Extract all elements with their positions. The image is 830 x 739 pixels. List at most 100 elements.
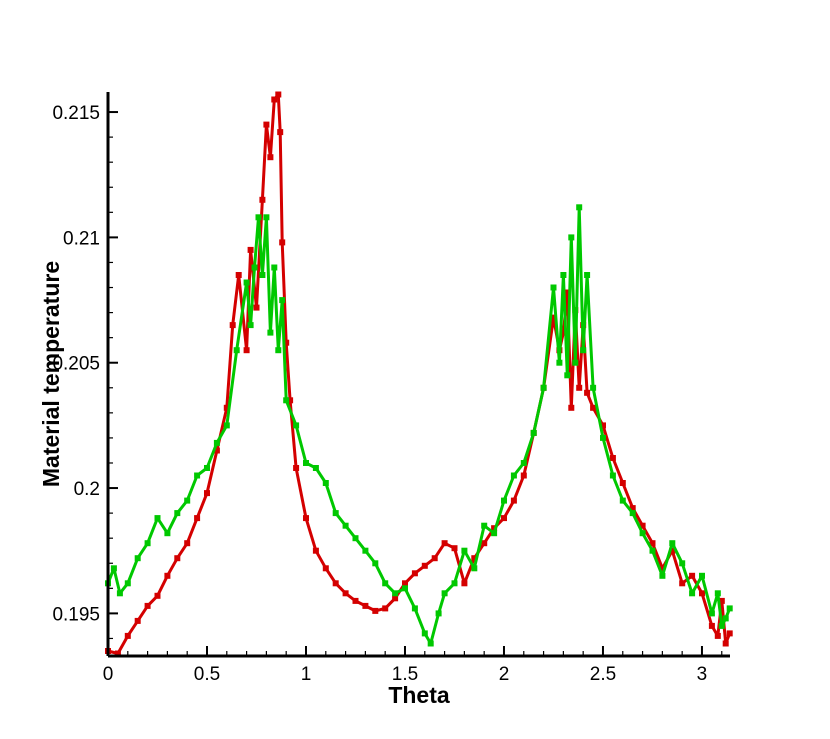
series-1-point <box>362 602 369 609</box>
series-1-point <box>279 239 286 246</box>
series-2-point <box>267 329 274 336</box>
series-1-point <box>275 91 282 98</box>
series-1-point <box>194 515 201 522</box>
series-1-point <box>229 322 236 329</box>
series-1-point <box>392 595 399 602</box>
series-2-point <box>116 590 123 597</box>
series-1-point <box>501 515 507 522</box>
series-2-point <box>279 297 286 304</box>
series-1-point <box>471 555 478 562</box>
series-2-point <box>382 580 389 587</box>
series-1-point <box>451 545 458 552</box>
series-1-point <box>342 590 349 597</box>
series-2-point <box>576 204 583 211</box>
series-1-point <box>689 572 696 579</box>
series-2-point <box>421 630 428 637</box>
y-tick-label: 0.21 <box>63 228 100 249</box>
series-1-point <box>253 304 260 311</box>
series-2-point <box>669 540 676 547</box>
series-1-point <box>619 480 626 486</box>
series-2-point <box>223 422 230 429</box>
series-1-point <box>441 540 448 547</box>
series-1-point <box>609 455 616 461</box>
series-1-point <box>421 562 428 569</box>
series-2-point <box>134 555 141 562</box>
series-1-point <box>560 329 567 336</box>
series-1-point <box>267 154 274 161</box>
series-1-point <box>277 129 284 136</box>
series-1-point <box>124 632 131 639</box>
series-1-point <box>629 505 636 512</box>
series-2-point <box>243 279 250 286</box>
series-1-point <box>679 580 686 587</box>
series-1-point <box>726 630 733 637</box>
x-tick-label: 1.5 <box>392 664 418 685</box>
series-1-point <box>714 632 721 639</box>
series-2-point <box>263 214 270 221</box>
series-1-point <box>481 540 488 547</box>
series-layer <box>105 91 733 657</box>
series-2-point <box>609 472 616 479</box>
series-1-point <box>564 289 571 296</box>
series-1-point <box>134 617 141 624</box>
series-2-point <box>556 359 563 366</box>
series-2-point <box>204 465 210 471</box>
series-2-point <box>568 234 575 241</box>
series-2-point <box>540 384 547 391</box>
series-2-point <box>352 535 359 542</box>
series-2-point <box>708 610 715 617</box>
series-1-point <box>590 404 597 411</box>
x-tick-label: 0.5 <box>194 664 220 685</box>
series-1-point <box>293 465 300 471</box>
series-2-point <box>550 284 557 291</box>
series-2-point <box>572 359 579 366</box>
ticks-layer: 0 0.5 1 1.5 2 2.5 3 0.195 0.2 0.205 0.21 0.215 <box>52 103 723 685</box>
series-2-point <box>726 605 733 612</box>
y-tick-label: 0.195 <box>52 604 100 625</box>
series-2-point <box>722 615 729 622</box>
series-2-point <box>590 384 597 391</box>
series-1-point <box>312 547 319 554</box>
series-1-point <box>114 650 121 657</box>
series-2-point <box>435 610 442 617</box>
series-1-point <box>659 565 666 572</box>
series-1-point <box>263 121 270 128</box>
series-1-point <box>164 572 171 579</box>
series-2-point <box>303 460 309 466</box>
series-2-point <box>461 547 468 554</box>
x-axis-title: Theta <box>388 682 450 708</box>
series-1-point <box>204 490 210 497</box>
series-1-point <box>287 397 294 404</box>
series-2-point <box>411 605 418 612</box>
series-1-point <box>600 422 606 429</box>
series-2-point <box>481 522 488 529</box>
series-1-point <box>639 522 646 529</box>
series-2-point <box>471 565 478 572</box>
series-2-point <box>144 540 151 547</box>
series-2-point <box>174 510 181 517</box>
series-2-point <box>251 264 258 271</box>
series-1-point <box>243 347 250 354</box>
series-2-point <box>259 272 266 278</box>
series-1-point <box>154 592 161 599</box>
series-2-point <box>255 214 262 221</box>
series-2-point <box>501 497 507 504</box>
series-2-point <box>283 397 290 404</box>
series-1-point <box>568 404 575 411</box>
series-2-point <box>560 272 567 278</box>
series-1-point <box>461 580 468 587</box>
series-1-point <box>520 472 527 479</box>
series-1-point <box>584 389 591 396</box>
series-1-point <box>718 597 725 604</box>
series-1-point <box>722 640 729 647</box>
series-1-point <box>144 602 151 609</box>
series-2-point <box>110 565 117 572</box>
series-2-point <box>275 347 282 354</box>
series-2-point <box>342 522 349 529</box>
series-1-point <box>576 384 583 391</box>
series-2-point <box>441 590 448 597</box>
series-1-point <box>402 580 408 587</box>
series-1-point <box>184 540 191 547</box>
axes-layer <box>106 92 730 658</box>
